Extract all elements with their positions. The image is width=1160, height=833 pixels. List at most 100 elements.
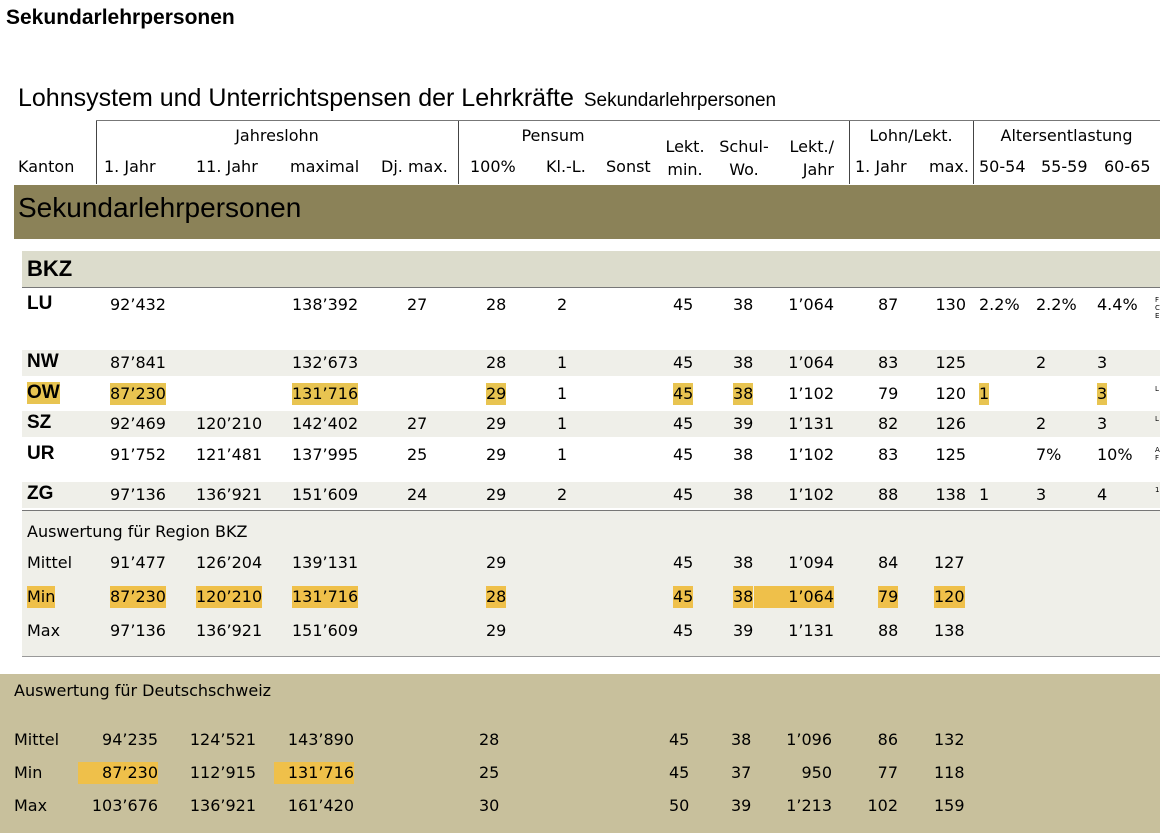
eval-cell-lekt: 45 xyxy=(673,553,694,572)
table-row-shade xyxy=(22,411,1160,437)
row-note: L xyxy=(1155,415,1159,423)
ch-cell-p100: 30 xyxy=(479,796,500,815)
region-eval-title: Auswertung für Region BKZ xyxy=(27,522,248,541)
region-eval-box xyxy=(22,510,1160,657)
cell-llm: 125 xyxy=(935,353,966,372)
ch-cell-p100: 28 xyxy=(479,730,500,749)
header-group-lohn-lekt: Lohn/Lekt. xyxy=(869,126,953,145)
cell-a55: 2.2% xyxy=(1036,295,1077,314)
cell-j1: 87’841 xyxy=(110,353,166,372)
eval-cell-j1: 97’136 xyxy=(110,621,166,640)
cell-lekt: 45 xyxy=(673,414,694,433)
cell-kl: 2 xyxy=(557,295,568,314)
ch-cell-j1: 94’235 xyxy=(102,730,158,749)
ch-cell-lj: 950 xyxy=(801,763,832,782)
document-title-main: Lohnsystem und Unterrichtspensen der Leh… xyxy=(18,84,574,112)
canton-code: NW xyxy=(27,351,59,372)
row-note: 1 xyxy=(1155,486,1160,494)
header-schul-wo-1: Schul- xyxy=(719,137,769,156)
header-kanton: Kanton xyxy=(18,157,75,176)
cell-lj: 1’102 xyxy=(788,384,834,403)
ch-cell-j1: 87’230 xyxy=(78,762,158,784)
ch-cell-llm: 118 xyxy=(934,763,965,782)
cell-llm: 130 xyxy=(935,295,966,314)
eval-cell-ll1: 84 xyxy=(878,553,899,572)
cell-a55: 2 xyxy=(1036,414,1047,433)
ch-cell-max: 131’716 xyxy=(274,762,354,784)
cell-max: 137’995 xyxy=(292,445,359,464)
cell-lj: 1’064 xyxy=(788,353,834,372)
header-schul-wo-2: Wo. xyxy=(729,160,759,179)
ch-cell-j1: 103’676 xyxy=(91,796,158,815)
row-note: L xyxy=(1155,385,1159,393)
cell-dj: 24 xyxy=(407,485,428,504)
header-a60: 60-65 xyxy=(1104,157,1151,176)
section-band-title: Sekundarlehrpersonen xyxy=(18,192,302,223)
eval-cell-wo: 38 xyxy=(733,586,754,608)
eval-cell-wo: 39 xyxy=(733,621,754,640)
eval-cell-j1: 87’230 xyxy=(110,586,166,608)
ch-cell-j11: 124’521 xyxy=(189,730,256,749)
cell-a50: 1 xyxy=(979,485,990,504)
cell-ll1: 82 xyxy=(878,414,899,433)
eval-cell-j11: 136’921 xyxy=(196,621,263,640)
document-subtitle: Sekundarlehrpersonen xyxy=(583,90,777,111)
cell-wo: 38 xyxy=(733,485,754,504)
cell-wo: 38 xyxy=(733,295,754,314)
cell-j11: 120’210 xyxy=(196,414,263,433)
eval-cell-max: 131’716 xyxy=(292,586,359,608)
page-title: Sekundarlehrpersonen xyxy=(6,6,235,29)
header-sonst: Sonst xyxy=(606,157,651,176)
header-a50: 50-54 xyxy=(979,157,1026,176)
cell-llm: 138 xyxy=(935,485,966,504)
cell-kl: 1 xyxy=(557,384,568,403)
cell-p100: 29 xyxy=(486,485,507,504)
header-maximal: maximal xyxy=(290,157,360,176)
canton-code: SZ xyxy=(27,412,52,433)
header-divider xyxy=(96,120,97,184)
ch-cell-ll1: 86 xyxy=(877,730,898,749)
cell-p100: 29 xyxy=(486,445,507,464)
eval-cell-llm: 138 xyxy=(934,621,965,640)
cell-ll1: 79 xyxy=(878,384,899,403)
header-ll-max: max. xyxy=(929,157,969,176)
cell-j1: 97’136 xyxy=(110,485,166,504)
ch-cell-lj: 1’096 xyxy=(786,730,832,749)
ch-cell-llm: 159 xyxy=(934,796,965,815)
header-jahr1: 1. Jahr xyxy=(104,157,156,176)
cell-a55: 7% xyxy=(1036,445,1062,464)
header-100: 100% xyxy=(470,157,516,176)
header-dj-max: Dj. max. xyxy=(381,157,448,176)
ch-cell-j11: 136’921 xyxy=(189,796,256,815)
cell-kl: 2 xyxy=(557,485,568,504)
cell-wo: 39 xyxy=(733,414,754,433)
eval-cell-lj: 1’094 xyxy=(788,553,834,572)
eval-row-label: Min xyxy=(27,586,56,608)
row-note: F C E xyxy=(1155,296,1160,320)
header-divider xyxy=(973,120,974,184)
cell-p100: 28 xyxy=(486,295,507,314)
cell-j1: 92’432 xyxy=(110,295,166,314)
cell-lj: 1’102 xyxy=(788,485,834,504)
cell-lekt: 45 xyxy=(673,353,694,372)
cell-a60: 3 xyxy=(1097,353,1108,372)
cell-max: 138’392 xyxy=(292,295,359,314)
section-band xyxy=(14,185,1160,239)
region-band-line xyxy=(22,287,1160,288)
header-jahr11: 11. Jahr xyxy=(196,157,258,176)
ch-cell-max: 161’420 xyxy=(287,796,354,815)
ch-row-label: Mittel xyxy=(14,730,60,749)
eval-cell-wo: 38 xyxy=(733,553,754,572)
canton-code: LU xyxy=(27,293,53,314)
cell-lekt: 45 xyxy=(673,445,694,464)
cell-llm: 120 xyxy=(935,384,966,403)
cell-dj: 27 xyxy=(407,414,428,433)
ch-eval-title: Auswertung für Deutschschweiz xyxy=(14,681,272,700)
cell-kl: 1 xyxy=(557,445,568,464)
ch-cell-llm: 132 xyxy=(934,730,965,749)
cell-a60: 3 xyxy=(1097,383,1108,405)
cell-j1: 92’469 xyxy=(110,414,166,433)
cell-kl: 1 xyxy=(557,414,568,433)
ch-cell-lj: 1’213 xyxy=(786,796,832,815)
eval-row-label: Max xyxy=(27,621,61,640)
